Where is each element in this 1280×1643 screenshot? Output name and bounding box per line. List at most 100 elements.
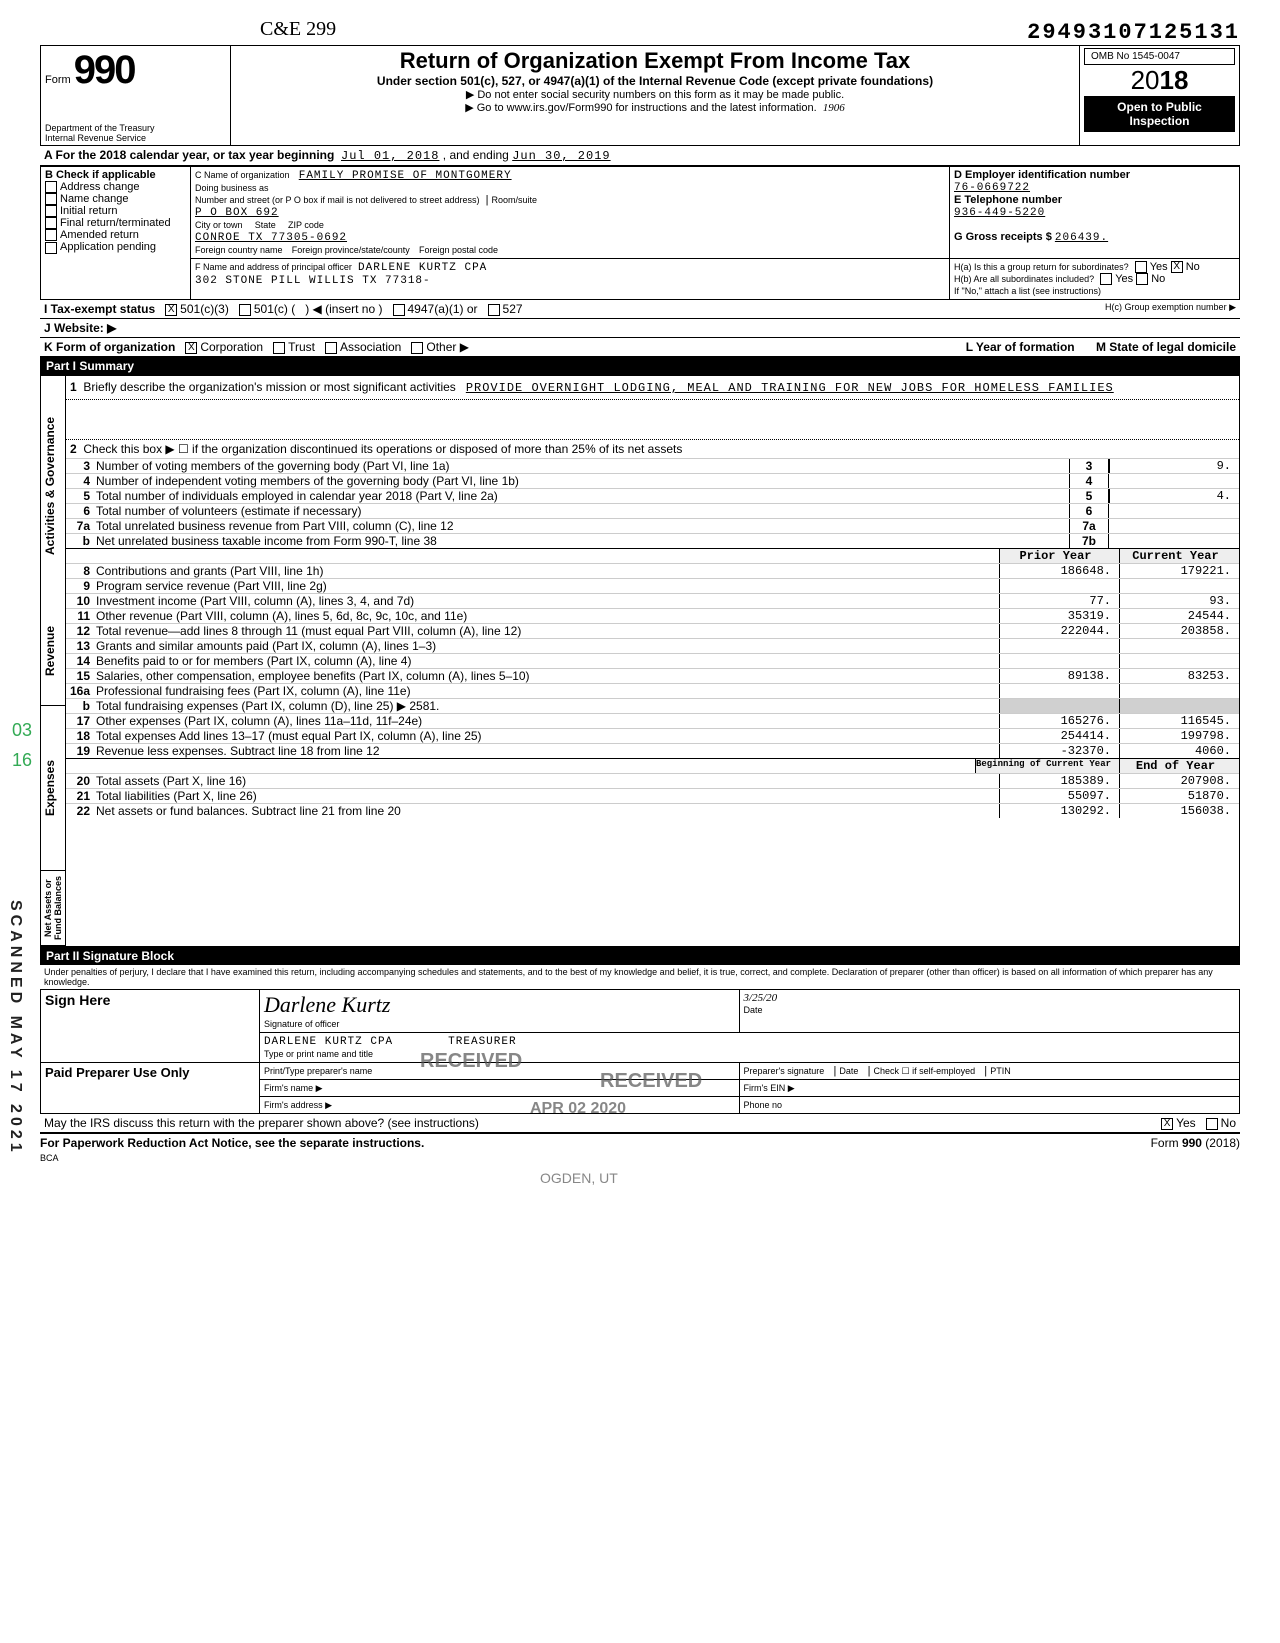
- cb-address-change[interactable]: Address change: [60, 181, 140, 193]
- dba-label: Doing business as: [195, 183, 269, 193]
- line-l: L Year of formation: [966, 340, 1075, 354]
- summary-row: 15Salaries, other compensation, employee…: [66, 668, 1239, 683]
- dept-label: Department of the Treasury Internal Reve…: [45, 123, 226, 143]
- footer-bca: BCA: [40, 1153, 59, 1163]
- summary-row: 3Number of voting members of the governi…: [66, 458, 1239, 473]
- open-inspection: Open to Public Inspection: [1084, 96, 1235, 132]
- city-state-zip: CONROE TX 77305-0692: [195, 232, 347, 244]
- col-begin-year: Beginning of Current Year: [975, 759, 1119, 773]
- scanned-stamp: SCANNED MAY 17 2021: [6, 900, 24, 1156]
- form-subtitle2: ▶ Do not enter social security numbers o…: [235, 88, 1075, 101]
- side-activities-gov: Activities & Governance: [41, 376, 65, 596]
- summary-row: 19Revenue less expenses. Subtract line 1…: [66, 743, 1239, 758]
- line-j: J Website: ▶: [40, 319, 1240, 338]
- summary-row: 7aTotal unrelated business revenue from …: [66, 518, 1239, 533]
- rev-rows: 8Contributions and grants (Part VIII, li…: [66, 563, 1239, 638]
- footer-left: For Paperwork Reduction Act Notice, see …: [40, 1136, 424, 1150]
- ha-label: H(a) Is this a group return for subordin…: [954, 262, 1129, 272]
- tax-year: 2018: [1084, 65, 1235, 96]
- form-prefix: Form: [45, 74, 71, 86]
- mission-text: PROVIDE OVERNIGHT LODGING, MEAL AND TRAI…: [466, 381, 1114, 395]
- cb-corp[interactable]: Corporation: [200, 340, 263, 354]
- summary-row: 11Other revenue (Part VIII, column (A), …: [66, 608, 1239, 623]
- block-d-label: D Employer identification number: [954, 169, 1130, 181]
- sign-here-label: Sign Here: [41, 990, 260, 1063]
- summary-row: bTotal fundraising expenses (Part IX, co…: [66, 698, 1239, 713]
- part1-header: Part I Summary: [40, 357, 1240, 375]
- room-label: Room/suite: [492, 195, 538, 205]
- summary-row: 13Grants and similar amounts paid (Part …: [66, 638, 1239, 653]
- col-current-year: Current Year: [1119, 549, 1239, 563]
- summary-row: 14Benefits paid to or for members (Part …: [66, 653, 1239, 668]
- cb-initial-return[interactable]: Initial return: [60, 205, 117, 217]
- cb-name-change[interactable]: Name change: [60, 193, 129, 205]
- hb-note: If "No," attach a list (see instructions…: [954, 286, 1101, 296]
- margin-16: 16: [12, 750, 32, 771]
- side-revenue: Revenue: [41, 596, 65, 706]
- form-subtitle3: ▶ Go to www.irs.gov/Form990 for instruct…: [465, 102, 816, 114]
- line-m: M State of legal domicile: [1096, 340, 1236, 354]
- summary-row: 8Contributions and grants (Part VIII, li…: [66, 563, 1239, 578]
- paid-preparer-label: Paid Preparer Use Only: [41, 1063, 260, 1114]
- line2-text: Check this box ▶ ☐ if the organization d…: [83, 442, 682, 456]
- irs-yes[interactable]: Yes: [1176, 1116, 1196, 1130]
- doc-id: 29493107125131: [40, 20, 1240, 45]
- summary-row: 6Total number of volunteers (estimate if…: [66, 503, 1239, 518]
- summary-row: 12Total revenue—add lines 8 through 11 (…: [66, 623, 1239, 638]
- block-e-label: E Telephone number: [954, 194, 1062, 206]
- ag-rows: 3Number of voting members of the governi…: [66, 458, 1239, 548]
- officer-name: DARLENE KURTZ CPA: [358, 262, 487, 274]
- summary-row: 4Number of independent voting members of…: [66, 473, 1239, 488]
- summary-row: 20Total assets (Part X, line 16)185389.2…: [66, 773, 1239, 788]
- header-blocks: B Check if applicable Address change Nam…: [40, 166, 1240, 300]
- summary-row: 16aProfessional fundraising fees (Part I…: [66, 683, 1239, 698]
- cb-pending[interactable]: Application pending: [60, 241, 156, 253]
- cb-amended[interactable]: Amended return: [60, 229, 139, 241]
- summary-row: bNet unrelated business taxable income f…: [66, 533, 1239, 548]
- block-f-label: F Name and address of principal officer: [195, 262, 352, 272]
- omb-number: OMB No 1545-0047: [1084, 48, 1235, 65]
- col-prior-year: Prior Year: [999, 549, 1119, 563]
- handwritten-top: C&E 299: [260, 18, 336, 41]
- officer-signature: Darlene Kurtz: [264, 992, 735, 1018]
- side-expenses: Expenses: [41, 706, 65, 871]
- summary-row: 17Other expenses (Part IX, column (A), l…: [66, 713, 1239, 728]
- handwritten-1906: 1906: [823, 102, 845, 114]
- footer-right: Form 990 (2018): [1151, 1136, 1240, 1164]
- summary-row: 21Total liabilities (Part X, line 26)550…: [66, 788, 1239, 803]
- officer-addr: 302 STONE PILL WILLIS TX 77318-: [195, 275, 431, 287]
- line-a: A For the 2018 calendar year, or tax yea…: [40, 146, 1240, 166]
- ein: 76-0669722: [954, 182, 1030, 194]
- summary-row: 10Investment income (Part VIII, column (…: [66, 593, 1239, 608]
- net-rows: 20Total assets (Part X, line 16)185389.2…: [66, 773, 1239, 818]
- form-number: 990: [74, 48, 135, 92]
- block-b-label: B Check if applicable: [45, 169, 156, 181]
- margin-03: 03: [12, 720, 32, 741]
- perjury-text: Under penalties of perjury, I declare th…: [40, 965, 1240, 989]
- officer-printed-name: DARLENE KURTZ CPA: [264, 1036, 393, 1048]
- summary-row: 9Program service revenue (Part VIII, lin…: [66, 578, 1239, 593]
- line-klm: K Form of organization XCorporation Trus…: [40, 338, 1240, 357]
- line1-label: Briefly describe the organization's miss…: [83, 380, 455, 394]
- col-end-year: End of Year: [1119, 759, 1239, 773]
- block-c-label: C Name of organization: [195, 170, 290, 180]
- signature-block: Sign Here Darlene Kurtz Signature of off…: [40, 989, 1240, 1114]
- summary-row: 18Total expenses Add lines 13–17 (must e…: [66, 728, 1239, 743]
- ogden-stamp: OGDEN, UT: [540, 1170, 618, 1186]
- form-title: Return of Organization Exempt From Incom…: [235, 48, 1075, 74]
- sign-date: 3/25/20: [744, 992, 778, 1004]
- summary-row: 22Net assets or fund balances. Subtract …: [66, 803, 1239, 818]
- cb-final-return[interactable]: Final return/terminated: [60, 217, 171, 229]
- side-netassets: Net Assets or Fund Balances: [41, 871, 65, 946]
- irs-discuss-q: May the IRS discuss this return with the…: [40, 1114, 483, 1132]
- addr-label: Number and street (or P O box if mail is…: [195, 195, 479, 205]
- form-header: Form 990 Department of the Treasury Inte…: [40, 45, 1240, 146]
- form-subtitle1: Under section 501(c), 527, or 4947(a)(1)…: [235, 74, 1075, 88]
- block-g-label: G Gross receipts $: [954, 231, 1052, 243]
- phone: 936-449-5220: [954, 207, 1045, 219]
- summary-row: 5Total number of individuals employed in…: [66, 488, 1239, 503]
- line-i: I Tax-exempt status X501(c)(3) 501(c) ( …: [40, 300, 1240, 319]
- cb-501c3[interactable]: 501(c)(3): [180, 302, 229, 316]
- street-addr: P O BOX 692: [195, 207, 279, 219]
- irs-no[interactable]: No: [1221, 1116, 1236, 1130]
